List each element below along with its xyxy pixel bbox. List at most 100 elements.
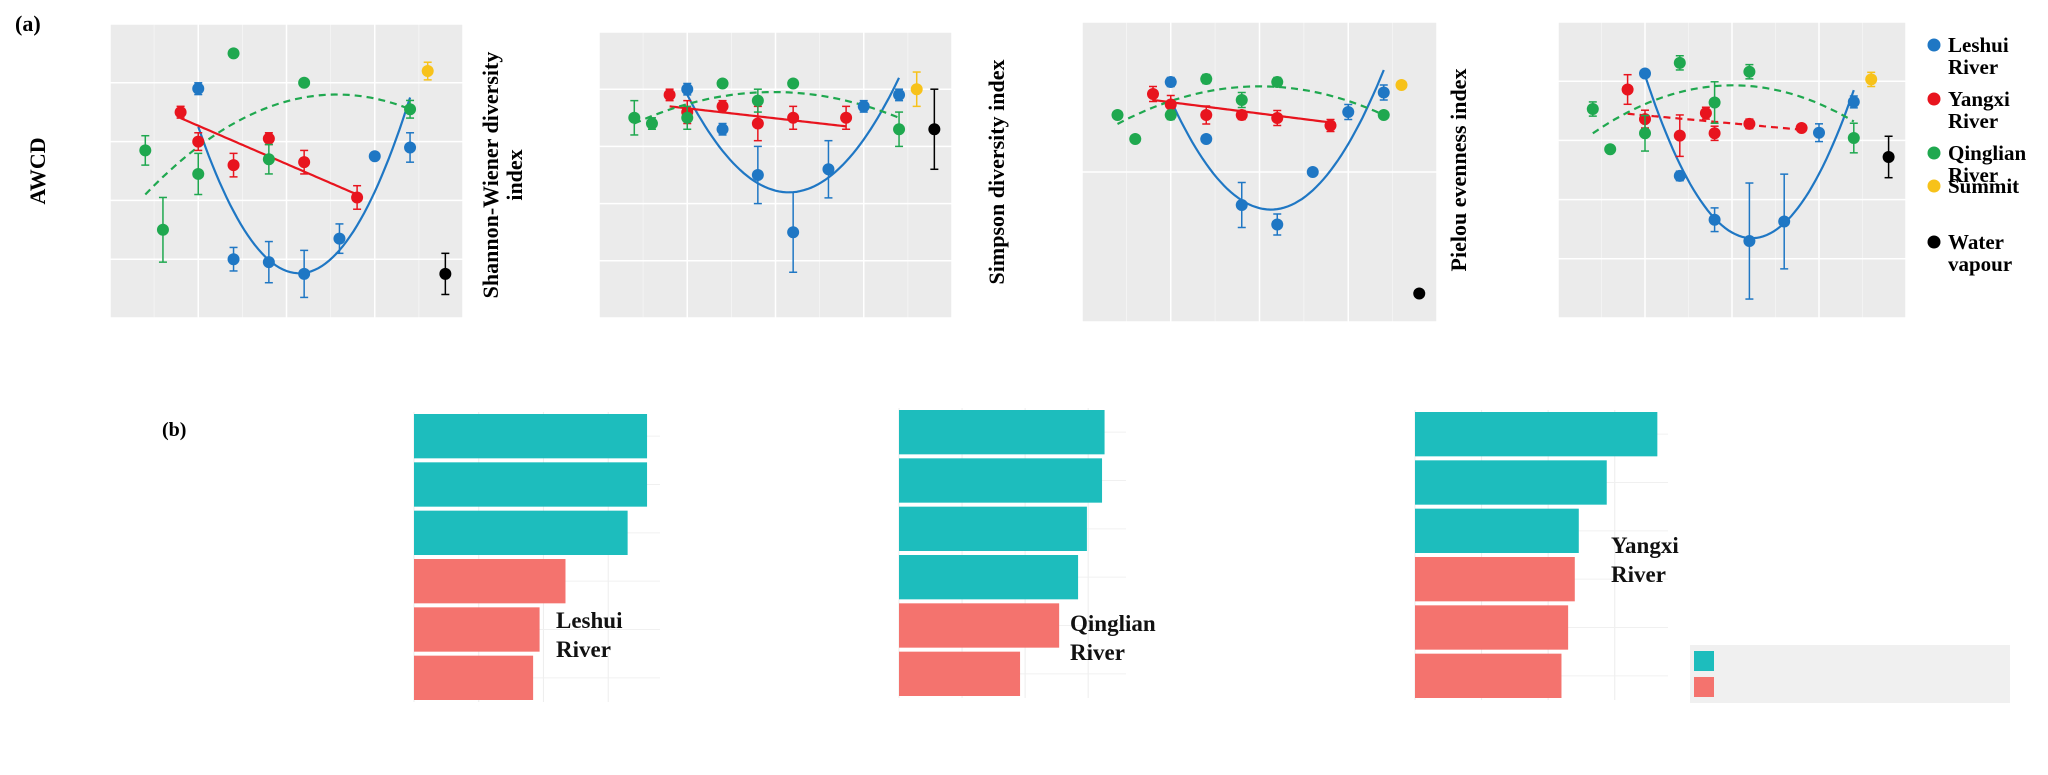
y-axis-label: AWCD xyxy=(25,137,50,204)
point-yangxi-river xyxy=(1699,107,1712,120)
point-qinglian-river xyxy=(1604,143,1617,156)
point-yangxi-river xyxy=(298,156,311,169)
point-qinglian-river xyxy=(681,111,694,124)
legend-significance xyxy=(1690,645,2010,703)
point-yangxi-river xyxy=(174,106,187,119)
point-summit xyxy=(1865,73,1878,86)
point-leshui-river xyxy=(787,226,800,239)
point-qinglian-river xyxy=(1164,109,1177,121)
point-leshui-river xyxy=(716,123,729,136)
point-leshui-river xyxy=(893,88,906,101)
point-summit xyxy=(1395,79,1408,91)
legend-marker-leshui-river xyxy=(1927,38,1941,52)
point-leshui-river xyxy=(1164,76,1177,88)
bar-carbohydrates xyxy=(899,410,1105,455)
point-qinglian-river xyxy=(192,167,205,180)
legend-label-summit: Summit xyxy=(1948,174,2019,198)
bar-phenolic-compounds xyxy=(1415,557,1575,602)
bar-carbohydrates xyxy=(1415,508,1579,553)
point-qinglian-river xyxy=(298,76,311,89)
point-yangxi-river xyxy=(787,111,800,124)
point-summit xyxy=(421,65,434,78)
bar-carbohydrates xyxy=(414,414,648,459)
point-water-vapour xyxy=(1413,287,1426,300)
point-yangxi-river xyxy=(1324,119,1337,132)
point-leshui-river xyxy=(1673,169,1686,182)
legend-rivers: Leshui River Yangxi River Qinglian RiverSummi… xyxy=(1927,33,2027,276)
point-yangxi-river xyxy=(1673,129,1686,142)
point-qinglian-river xyxy=(1129,133,1142,145)
point-qinglian-river xyxy=(893,123,906,136)
point-qinglian-river xyxy=(139,144,152,157)
point-qinglian-river xyxy=(1586,103,1599,116)
y-axis-label: Shannon-Wiener diversityindex xyxy=(478,52,527,299)
point-leshui-river xyxy=(1778,215,1791,228)
legend-label-qinglian-river: Qinglian River xyxy=(1948,141,2027,187)
importance-panel-qinglian-river: Qinglian River xyxy=(898,408,1156,698)
point-yangxi-river xyxy=(1164,98,1177,111)
point-qinglian-river xyxy=(1271,76,1284,88)
point-qinglian-river xyxy=(1673,56,1686,69)
point-yangxi-river xyxy=(1235,109,1248,121)
point-qinglian-river xyxy=(628,111,641,124)
bar-amino-acids xyxy=(899,458,1103,503)
point-qinglian-river xyxy=(1377,109,1390,121)
point-leshui-river xyxy=(227,253,240,266)
point-yangxi-river xyxy=(192,135,205,148)
legend-label-yangxi-river: Yangxi River xyxy=(1948,87,2010,133)
point-water-vapour xyxy=(439,267,452,280)
point-leshui-river xyxy=(1813,126,1825,139)
plots: AWCD Shannon-Wiener diversityindex Simpson… xyxy=(25,21,1907,702)
point-water-vapour xyxy=(1882,150,1895,163)
point-yangxi-river xyxy=(1147,88,1159,100)
point-qinglian-river xyxy=(1847,132,1860,145)
point-leshui-river xyxy=(404,141,417,154)
bar-polymers xyxy=(899,506,1087,551)
point-leshui-river xyxy=(1306,166,1319,178)
point-qinglian-river xyxy=(1111,109,1124,121)
fit-line-qinglian-river xyxy=(1116,85,1385,125)
point-qinglian-river xyxy=(156,223,169,236)
legend-label-water-vapour: Water vapour xyxy=(1948,230,2012,276)
point-qinglian-river xyxy=(404,103,417,116)
bar-phenolic-compounds xyxy=(414,559,566,604)
chart-title: Leshui River xyxy=(556,608,623,662)
legend-label-leshui-river: Leshui River xyxy=(1948,33,2009,79)
point-qinglian-river xyxy=(1200,73,1213,85)
point-leshui-river xyxy=(1743,235,1756,248)
bar-polymers xyxy=(1415,460,1607,505)
point-water-vapour xyxy=(928,123,941,136)
point-yangxi-river xyxy=(1200,109,1213,121)
point-qinglian-river xyxy=(1235,94,1248,106)
y-axis-label: Pielou evenness index xyxy=(1446,69,1471,272)
point-yangxi-river xyxy=(227,159,240,172)
importance-panel-yangxi-river: Yangxi River xyxy=(1414,410,1679,700)
point-leshui-river xyxy=(1377,86,1390,99)
point-leshui-river xyxy=(1200,133,1213,145)
point-leshui-river xyxy=(298,267,311,280)
point-yangxi-river xyxy=(716,100,729,113)
chart-title: Yangxi River xyxy=(1611,533,1679,587)
point-qinglian-river xyxy=(227,47,240,60)
point-yangxi-river xyxy=(1621,83,1634,96)
bar-amino-acids xyxy=(414,462,648,507)
y-axis-label: Simpson diversity index xyxy=(984,60,1009,285)
point-leshui-river xyxy=(1847,95,1860,108)
bar-carboxylic-acids xyxy=(899,555,1079,600)
point-leshui-river xyxy=(1271,218,1284,231)
bar-phenolic-compounds xyxy=(899,651,1021,696)
fit-line-qinglian-river xyxy=(144,93,411,196)
point-leshui-river xyxy=(1342,106,1355,118)
legend-marker-yangxi-river xyxy=(1927,92,1941,106)
bar-amines xyxy=(899,603,1060,648)
chart-title: Qinglian River xyxy=(1070,611,1156,665)
scatter-panel-2: Shannon-Wiener diversityindex xyxy=(478,31,953,319)
scatter-panel-1: AWCD xyxy=(25,23,464,319)
panel-label-a: (a) xyxy=(15,11,41,36)
point-qinglian-river xyxy=(787,77,800,90)
point-leshui-river xyxy=(681,83,694,96)
bar-amino-acids xyxy=(1415,653,1562,698)
point-yangxi-river xyxy=(1795,121,1808,134)
legend-background xyxy=(1690,645,2010,703)
